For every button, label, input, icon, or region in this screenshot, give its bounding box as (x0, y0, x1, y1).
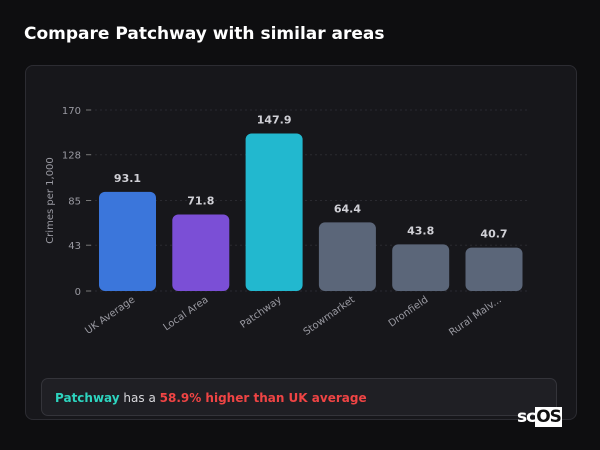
logo: scOS (517, 407, 562, 427)
summary-text: has a (119, 391, 160, 405)
y-tick-label: 128 (62, 151, 81, 162)
data-label: 71.8 (187, 195, 214, 208)
x-tick-label: Stowmarket (302, 294, 358, 338)
bar (245, 133, 303, 291)
summary-stat: 58.9% higher than UK average (159, 391, 367, 405)
summary-box: Patchway has a 58.9% higher than UK aver… (41, 378, 557, 416)
data-label: 40.7 (480, 228, 507, 241)
bar (465, 247, 523, 291)
data-label: 147.9 (257, 114, 292, 127)
x-tick-label: Dronfield (387, 294, 431, 329)
data-label: 93.1 (114, 172, 141, 185)
bar (172, 214, 230, 291)
page-title: Compare Patchway with similar areas (24, 24, 385, 44)
bar (318, 222, 376, 291)
y-tick-label: 170 (62, 106, 81, 117)
data-label: 64.4 (334, 202, 361, 215)
bar (392, 244, 450, 291)
x-tick-label: Rural Malv... (447, 294, 503, 338)
x-tick-label: Patchway (238, 294, 283, 330)
y-tick-label: 0 (75, 287, 81, 298)
x-tick-label: Local Area (162, 294, 211, 333)
x-tick-label: UK Average (83, 294, 137, 336)
data-label: 43.8 (407, 224, 434, 237)
y-tick-label: 43 (68, 241, 81, 252)
summary-place: Patchway (55, 391, 120, 405)
y-tick-label: 85 (68, 197, 81, 208)
bar (99, 191, 156, 291)
y-axis-label: Crimes per 1,000 (45, 157, 56, 244)
